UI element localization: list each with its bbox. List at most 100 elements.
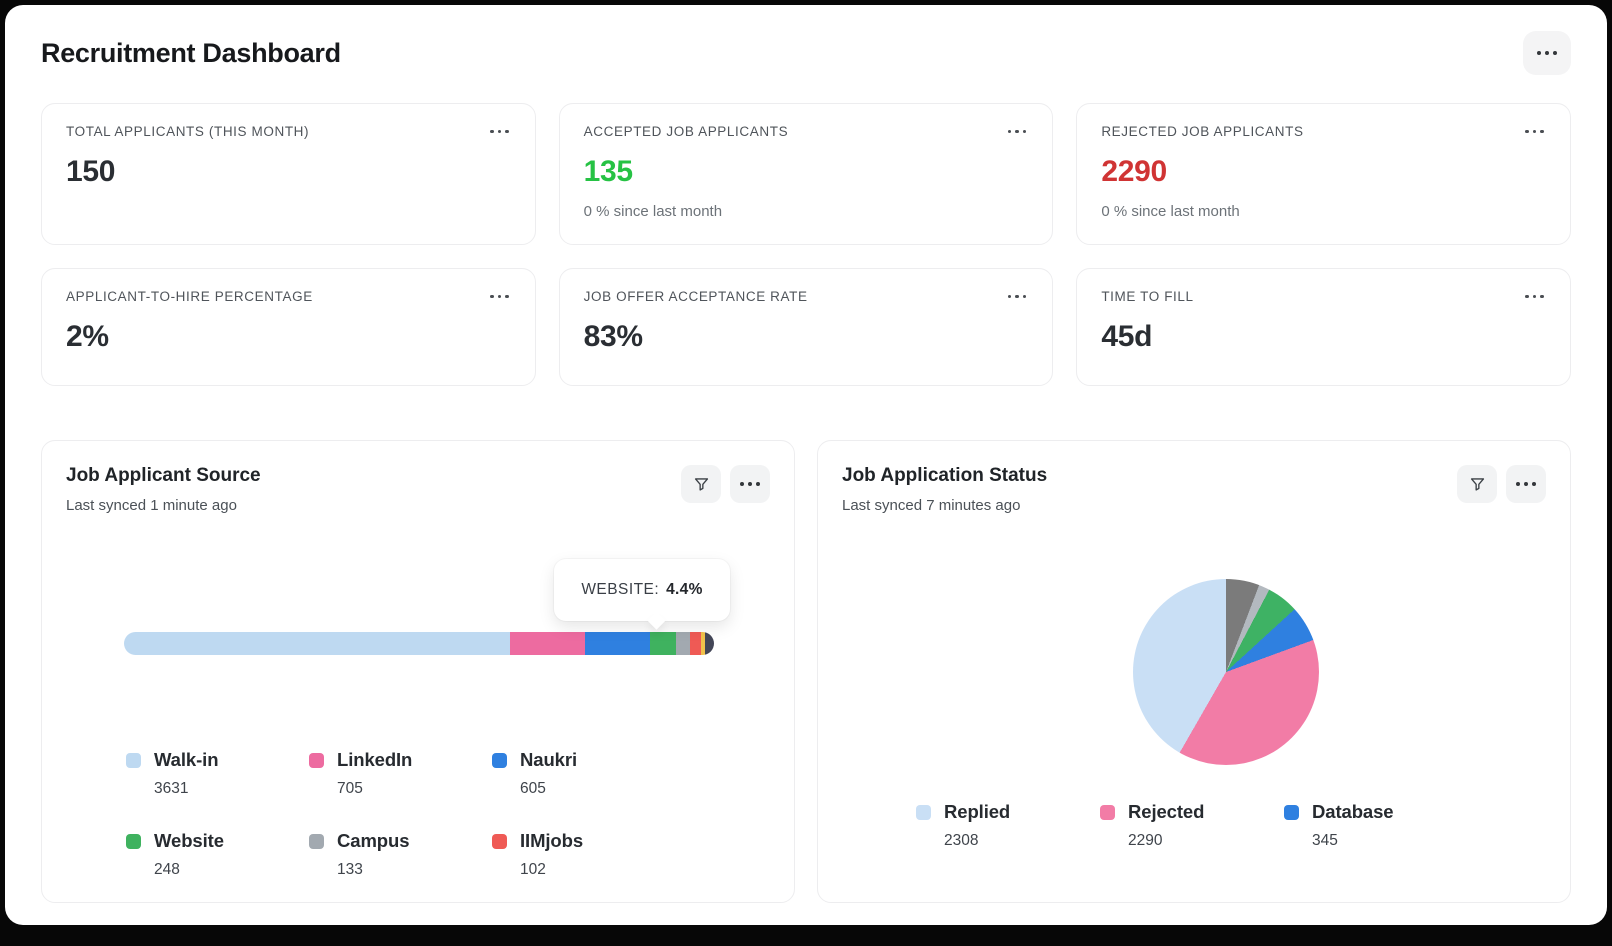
legend-label: Walk-in [154,749,219,770]
stat-card-time-to-fill: TIME TO FILL 45d [1076,268,1571,386]
legend-label: Naukri [520,749,577,770]
stat-menu-button[interactable] [1006,126,1029,138]
legend-swatch [916,804,931,820]
legend-item-rejected[interactable]: Rejected 2290 [1100,801,1284,850]
legend-value: 705 [337,780,363,797]
ellipsis-icon [1007,294,1027,299]
stat-menu-button[interactable] [1006,291,1029,303]
stat-value: 45d [1101,320,1153,353]
ellipsis-icon [1007,129,1027,134]
page-menu-button[interactable] [1523,31,1571,75]
chart-menu-button[interactable] [1506,465,1546,503]
stat-label: ACCEPTED JOB APPLICANTS [583,124,789,139]
legend-item-walk-in[interactable]: Walk-in 3631 [126,749,309,798]
stat-menu-button[interactable] [488,126,511,138]
ellipsis-icon [1525,129,1544,134]
legend-label: Database [1312,801,1394,822]
stat-card-applicant-to-hire: APPLICANT-TO-HIRE PERCENTAGE 2% [41,268,536,386]
stat-label: JOB OFFER ACCEPTANCE RATE [583,289,808,304]
stat-value: 2% [66,320,109,353]
ellipsis-icon [1525,294,1544,299]
bar-segment-linkedin[interactable] [510,632,586,655]
chart-menu-button[interactable] [730,465,770,503]
stat-label: TOTAL APPLICANTS (THIS MONTH) [66,124,310,139]
legend-swatch [492,752,507,768]
bar-segment-iimjobs[interactable] [690,632,701,655]
stat-value: 83% [583,320,643,353]
stat-subtext [66,203,511,221]
stat-value: 2290 [1101,155,1167,188]
ellipsis-icon [740,482,760,486]
applicant-source-legend: Walk-in 3631 LinkedIn 705 Naukri 605 Web… [126,749,675,879]
legend-value: 102 [520,861,546,878]
legend-label: IIMjobs [520,830,584,851]
stat-menu-button[interactable] [1523,126,1546,138]
stat-card-total-applicants: TOTAL APPLICANTS (THIS MONTH) 150 [41,103,536,245]
legend-value: 605 [520,780,546,797]
dashboard-window: Recruitment Dashboard TOTAL APPLICANTS (… [5,5,1607,925]
stat-value: 135 [583,155,633,188]
legend-item-naukri[interactable]: Naukri 605 [492,749,675,798]
legend-item-iimjobs[interactable]: IIMjobs 102 [492,830,675,879]
stat-subtext [584,368,1029,386]
ellipsis-icon [490,294,509,299]
legend-item-replied[interactable]: Replied 2308 [916,801,1100,850]
bar-segment-campus[interactable] [676,632,691,655]
bar-segment[interactable] [700,632,706,655]
stat-label: APPLICANT-TO-HIRE PERCENTAGE [66,289,313,304]
ellipsis-icon [490,129,509,134]
legend-value: 345 [1312,832,1338,849]
funnel-icon [1470,477,1484,491]
stat-value: 150 [66,155,116,188]
legend-swatch [126,752,141,768]
stat-subtext: 0 % since last month [583,203,723,220]
stats-grid: TOTAL APPLICANTS (THIS MONTH) 150 ACCEPT… [41,103,1571,386]
stat-card-accepted-applicants: ACCEPTED JOB APPLICANTS 135 0 % since la… [558,103,1054,245]
chart-card-applicant-source: Job Applicant Source Last synced 1 minut… [41,440,795,903]
tooltip-label: WEBSITE: [581,581,660,598]
legend-value: 3631 [154,780,189,797]
application-status-pie[interactable] [1133,579,1319,765]
legend-swatch [1100,804,1115,820]
stat-subtext: 0 % since last month [1101,203,1240,220]
legend-item-campus[interactable]: Campus 133 [309,830,492,879]
bar-segment[interactable] [705,632,714,655]
chart-title: Job Applicant Source [66,465,261,486]
legend-value: 248 [154,861,180,878]
chart-last-synced: Last synced 1 minute ago [66,497,237,514]
legend-swatch [492,833,507,849]
bar-segment-walk-in[interactable] [124,632,511,655]
legend-label: LinkedIn [337,749,413,770]
ellipsis-icon [1537,51,1557,55]
legend-item-linkedin[interactable]: LinkedIn 705 [309,749,492,798]
legend-item-database[interactable]: Database 345 [1284,801,1468,850]
stat-menu-button[interactable] [1523,291,1546,303]
stat-subtext [1101,368,1546,386]
page-title: Recruitment Dashboard [41,37,341,68]
stat-menu-button[interactable] [488,291,511,303]
bar-segment-website[interactable] [649,632,677,655]
stat-label: TIME TO FILL [1101,289,1194,304]
stat-card-rejected-applicants: REJECTED JOB APPLICANTS 2290 0 % since l… [1076,103,1571,245]
chart-last-synced: Last synced 7 minutes ago [842,497,1021,514]
legend-value: 133 [337,861,363,878]
chart-card-application-status: Job Application Status Last synced 7 min… [817,440,1571,903]
bar-segment-naukri[interactable] [585,632,650,655]
legend-label: Rejected [1128,801,1205,822]
legend-item-website[interactable]: Website 248 [126,830,309,879]
stat-label: REJECTED JOB APPLICANTS [1101,124,1304,139]
legend-label: Replied [944,801,1011,822]
funnel-icon [694,477,708,491]
application-status-legend: Replied 2308 Rejected 2290 Database 345 [916,801,1468,850]
chart-tooltip: WEBSITE: 4.4% [554,559,730,630]
chart-title: Job Application Status [842,465,1048,486]
legend-label: Website [154,830,224,851]
filter-button[interactable] [681,465,721,503]
page-header: Recruitment Dashboard [41,5,1571,77]
tooltip-arrow [647,611,666,630]
stat-card-offer-acceptance-rate: JOB OFFER ACCEPTANCE RATE 83% [558,268,1054,386]
filter-button[interactable] [1457,465,1497,503]
legend-swatch [309,752,324,768]
ellipsis-icon [1516,482,1536,486]
legend-label: Campus [337,830,410,851]
